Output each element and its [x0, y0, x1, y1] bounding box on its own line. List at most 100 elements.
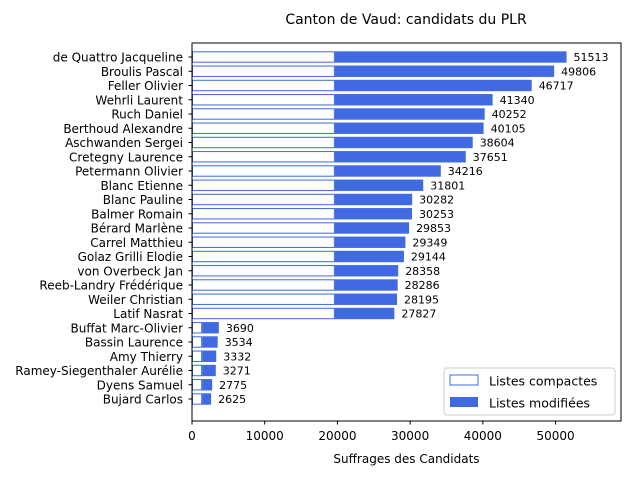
- y-tick-label: Weiler Christian: [88, 293, 183, 307]
- y-tick-label: Carrel Matthieu: [90, 236, 183, 250]
- y-tick-label: Berthoud Alexandre: [63, 122, 183, 136]
- y-tick-label: Wehrli Laurent: [95, 93, 183, 107]
- y-tick-label: Amy Thierry: [110, 350, 183, 364]
- y-tick-label: Aschwanden Sergei: [65, 136, 183, 150]
- bar-compact: [192, 364, 203, 377]
- bar-modified: [334, 65, 555, 77]
- bar-compact: [192, 322, 203, 334]
- bar-modified: [334, 151, 466, 163]
- bar-compact: [192, 208, 335, 220]
- bar-value-label: 34216: [448, 165, 483, 178]
- bar-compact: [192, 236, 335, 248]
- bar-value-label: 3534: [225, 336, 253, 349]
- bar-modified: [334, 51, 567, 63]
- bar-compact: [192, 122, 335, 134]
- x-axis-label: Suffrages des Candidats: [333, 452, 479, 466]
- bar-modified: [202, 322, 219, 334]
- y-tick-label: Bujard Carlos: [103, 393, 183, 407]
- y-tick-label: Latif Nasrat: [113, 307, 183, 321]
- bar-compact: [192, 293, 335, 305]
- bar-value-label: 28286: [405, 279, 440, 292]
- bar-value-label: 49806: [561, 65, 596, 78]
- y-tick-label: Buffat Marc-Olivier: [71, 321, 184, 335]
- bar-modified: [202, 393, 212, 405]
- bar-compact: [192, 250, 335, 263]
- bar-modified: [202, 364, 216, 377]
- legend-frame: [443, 367, 616, 416]
- bar-modified: [334, 193, 413, 206]
- x-tick-label: 20000: [318, 429, 356, 443]
- x-axis-ticks: 0 10000 20000 30000 40000 50000: [188, 421, 575, 443]
- y-tick-label: Ramey-Siegenthaler Aurélie: [15, 364, 183, 378]
- bar-modified: [334, 279, 398, 291]
- bar-modified: [334, 94, 493, 106]
- bar-compact: [192, 151, 335, 163]
- y-tick-label: Bérard Marlène: [91, 222, 183, 236]
- bar-value-label: 29853: [416, 222, 451, 235]
- bar-compact: [192, 222, 335, 234]
- bar-value-label: 37651: [473, 151, 508, 164]
- bar-compact: [192, 193, 335, 206]
- bar-value-label: 46717: [539, 80, 574, 93]
- y-tick-label: Bassin Laurence: [85, 336, 183, 350]
- legend: Listes compactes Listes modifiées: [443, 367, 616, 416]
- bar-value-label: 3271: [223, 365, 251, 378]
- bar-compact: [192, 279, 335, 291]
- y-tick-label: Balmer Romain: [91, 207, 183, 221]
- bar-compact: [192, 136, 335, 149]
- legend-label-modified: Listes modifiées: [489, 396, 590, 411]
- legend-swatch-modified: [450, 397, 478, 407]
- bar-modified: [202, 379, 213, 391]
- bar-modified: [334, 265, 399, 277]
- plot-frame: [191, 42, 622, 422]
- x-tick-label: 30000: [391, 429, 429, 443]
- bar-value-label: 3332: [223, 350, 251, 363]
- bar-modified: [334, 122, 484, 134]
- bar-compact: [192, 307, 335, 320]
- bar-value-label: 28195: [404, 293, 439, 306]
- y-tick-label: Petermann Olivier: [75, 165, 183, 179]
- bar-value-label: 27827: [401, 308, 436, 321]
- y-tick-label: Blanc Etienne: [100, 179, 183, 193]
- bar-compact: [192, 179, 335, 191]
- bar-value-label: 30253: [419, 208, 454, 221]
- bar-value-label: 3690: [226, 322, 254, 335]
- bar-compact: [192, 336, 203, 348]
- y-tick-label: Reeb-Landry Frédérique: [39, 279, 183, 293]
- bar-value-label: 51513: [574, 51, 609, 64]
- bar-modified: [334, 136, 473, 149]
- bar-compact: [192, 393, 203, 405]
- bar-modified: [202, 336, 218, 348]
- bar-value-label: 40105: [491, 122, 526, 135]
- bar-value-label: 2625: [218, 393, 246, 406]
- bar-compact: [192, 51, 335, 63]
- y-tick-label: de Quattro Jacqueline: [53, 51, 183, 65]
- y-tick-label: Golaz Grilli Elodie: [78, 250, 183, 264]
- y-tick-label: Broulis Pascal: [101, 65, 183, 79]
- y-tick-label: von Overbeck Jan: [77, 264, 183, 278]
- bar-modified: [334, 307, 395, 320]
- bar-value-label: 28358: [405, 265, 440, 278]
- bar-value-label: 40252: [492, 108, 527, 121]
- bar-modified: [334, 250, 404, 263]
- bar-compact: [192, 94, 335, 106]
- bar-value-label: 38604: [480, 137, 515, 150]
- bar-value-label: 29144: [411, 251, 446, 264]
- bar-value-label: 30282: [419, 194, 454, 207]
- bar-value-label: 2775: [219, 379, 247, 392]
- bar-compact: [192, 379, 203, 391]
- bar-compact: [192, 265, 335, 277]
- bar-modified: [334, 179, 424, 191]
- y-tick-label: Dyens Samuel: [97, 378, 183, 392]
- x-tick-label: 0: [188, 429, 196, 443]
- bar-modified: [202, 350, 217, 362]
- bar-modified: [334, 208, 412, 220]
- bar-compact: [192, 79, 335, 92]
- x-tick-label: 50000: [536, 429, 574, 443]
- legend-label-compact: Listes compactes: [489, 374, 597, 389]
- bar-modified: [334, 293, 398, 305]
- chart-title: Canton de Vaud: candidats du PLR: [285, 12, 527, 28]
- y-tick-label: Blanc Pauline: [103, 193, 183, 207]
- legend-swatch-compact: [449, 374, 479, 386]
